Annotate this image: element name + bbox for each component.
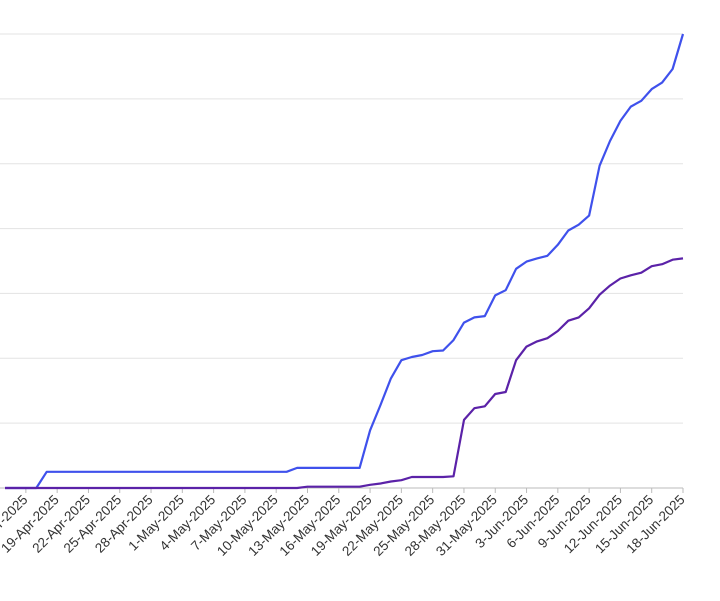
series-line [5, 33, 685, 490]
series-line [5, 257, 684, 490]
